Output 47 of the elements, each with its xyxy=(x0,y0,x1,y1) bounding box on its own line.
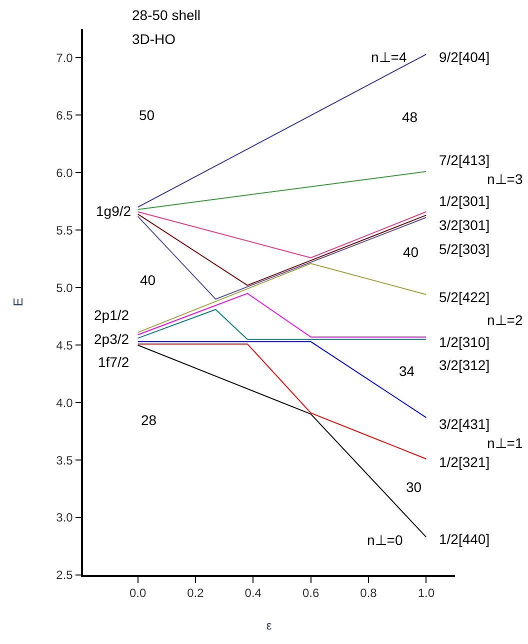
annotation: 1g9/2 xyxy=(96,203,132,219)
x-tick-label: 0.8 xyxy=(360,586,378,600)
y-tick-label: 7.0 xyxy=(56,50,74,65)
annotation: 28 xyxy=(141,412,157,428)
annotation: 1/2[440] xyxy=(439,531,490,547)
annotation: 1/2[301] xyxy=(439,193,490,209)
x-tick-label: 0.2 xyxy=(187,586,204,600)
x-tick-label: 0.4 xyxy=(244,586,262,600)
y-tick-label: 4.5 xyxy=(56,338,74,352)
annotation: 30 xyxy=(406,479,422,495)
annotation: n⊥=0 xyxy=(367,532,403,548)
text: n⊥=2 xyxy=(487,312,523,328)
annotation: 40 xyxy=(403,244,419,260)
annotation: 48 xyxy=(402,109,418,125)
annotation: 3/2[312] xyxy=(439,357,490,373)
annotation: 34 xyxy=(399,363,415,379)
y-tick-label: 3.5 xyxy=(56,453,74,468)
annotation: 7/2[413] xyxy=(439,152,490,168)
annotation: 5/2[422] xyxy=(439,289,490,305)
chart-title: 28-50 shell xyxy=(132,7,200,23)
annotation: 1f7/2 xyxy=(98,354,130,370)
annotation: 9/2[404] xyxy=(439,49,490,65)
y-tick-label: 5.5 xyxy=(56,223,74,238)
annotation: 3/2[431] xyxy=(439,416,490,432)
annotation: 1/2[321] xyxy=(439,454,490,470)
x-tick-label: 1.0 xyxy=(418,586,435,600)
annotation: 40 xyxy=(140,272,156,288)
y-tick-label: 4.0 xyxy=(56,396,74,410)
annotation: 1/2[310] xyxy=(439,334,490,350)
annotation: 2p3/2 xyxy=(94,331,130,347)
x-tick-label: 0.0 xyxy=(129,586,146,600)
x-tick-label: 0.6 xyxy=(302,586,320,600)
x-axis-title: ε xyxy=(266,618,272,633)
annotation: n⊥=4 xyxy=(371,49,407,65)
annotation: 50 xyxy=(139,107,155,123)
y-tick-label: 2.5 xyxy=(56,568,74,582)
annotation: 3/2[301] xyxy=(439,217,490,233)
y-tick-label: 5.0 xyxy=(56,280,74,295)
y-tick-label: 6.0 xyxy=(56,166,74,180)
chart-subtitle: 3D-HO xyxy=(132,31,176,47)
y-tick-label: 6.5 xyxy=(56,108,74,122)
annotation: 5/2[303] xyxy=(439,241,490,257)
text: n⊥=1 xyxy=(487,435,523,451)
y-axis-title: E xyxy=(10,297,26,306)
text: n⊥=3 xyxy=(487,171,523,187)
y-tick-label: 3.0 xyxy=(56,510,74,525)
annotation: 2p1/2 xyxy=(94,307,130,323)
